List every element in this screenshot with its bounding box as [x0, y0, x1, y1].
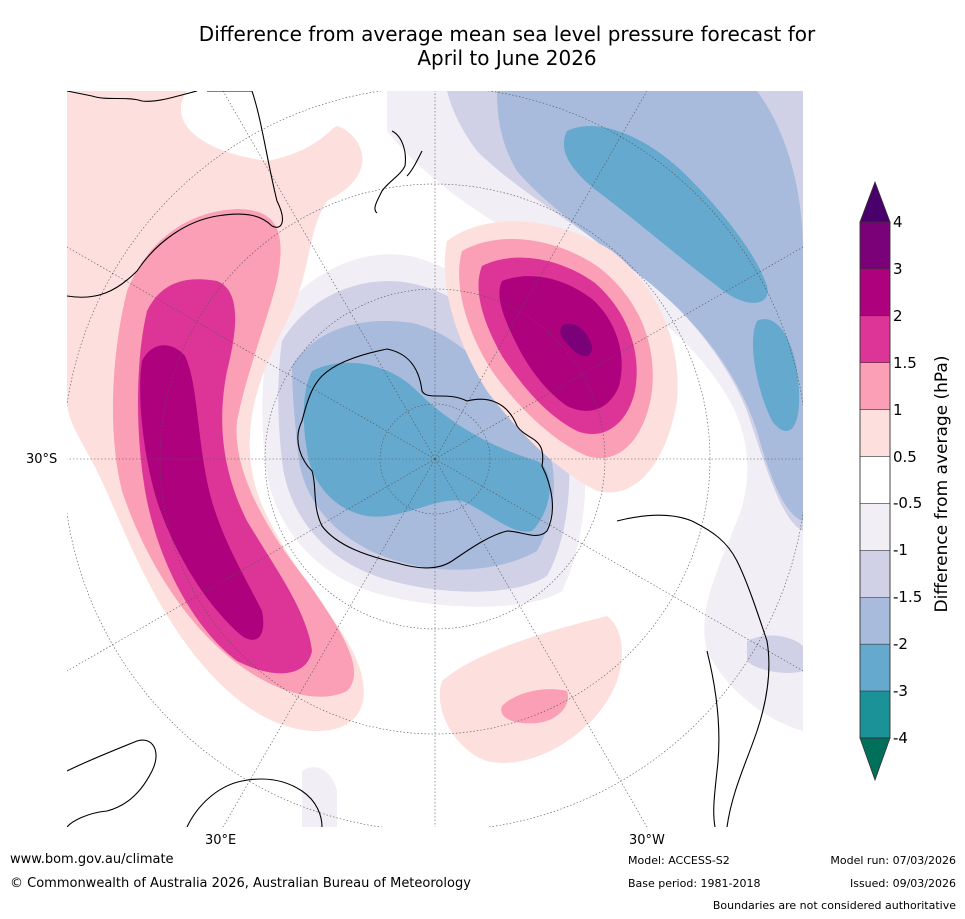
coastline-antarctica: [297, 348, 553, 569]
footer-base-period: Base period: 1981-2018: [628, 877, 761, 890]
colorbar-segment: [859, 315, 891, 363]
colorbar-tick-label: -1: [893, 541, 908, 560]
colorbar-tick-label: -4: [893, 729, 908, 747]
graticule-meridian: [222, 458, 436, 827]
anomaly-pacific-neg-1-5b: [747, 635, 803, 673]
graticule-meridian: [222, 91, 436, 460]
colorbar-tick-label: 1: [893, 400, 903, 419]
footer-url: www.bom.gov.au/climate: [10, 852, 174, 867]
pressure-anomaly-map: [67, 91, 803, 827]
chart-title: Difference from average mean sea level p…: [0, 22, 965, 70]
anomaly-southeast-neg-1: [302, 767, 337, 827]
colorbar-tick-label: -1.5: [893, 588, 923, 607]
coastlines: [67, 91, 770, 827]
graticule-meridian: [434, 458, 648, 827]
colorbar-tick-label: 3: [893, 259, 903, 278]
colorbar-segment: [859, 550, 891, 598]
colorbar-segment: [859, 643, 891, 692]
graticule: [67, 91, 803, 827]
footer-copyright: © Commonwealth of Australia 2026, Austra…: [10, 876, 471, 891]
graticule-meridian: [67, 458, 436, 672]
colorbar-segment: [859, 597, 891, 645]
graticule-meridian: [67, 246, 436, 460]
anomaly-south-pos-1: [501, 689, 568, 724]
anomaly-atlantic-pos-3: [560, 323, 593, 357]
coastline-south-america: [616, 514, 770, 827]
graticule-meridian: [434, 91, 648, 460]
colorbar-tick-label: 4: [893, 213, 903, 231]
footer-model-run: Model run: 07/03/2026: [830, 854, 956, 867]
colorbar-arrow-top: [859, 180, 891, 223]
colorbar-segment: [859, 456, 891, 504]
anomaly-pacific-neg-3b: [752, 319, 800, 431]
graticule-meridian: [434, 458, 803, 672]
coastline-australia-north: [67, 91, 198, 102]
anomaly-south-pos-0-5: [439, 616, 622, 763]
longitude-label-30e: 30°E: [205, 833, 237, 848]
colorbar-tick-label: -0.5: [893, 494, 923, 513]
coastline-africa-south: [67, 739, 157, 827]
colorbar-segment: [859, 409, 891, 457]
anomaly-antarctic-neg-3: [303, 362, 550, 532]
footer-issued: Issued: 09/03/2026: [849, 877, 956, 890]
anomaly-indian-pos-2: [140, 345, 264, 640]
coastline-australia: [67, 91, 283, 298]
colorbar-frame: [859, 221, 891, 739]
colorbar-tick-label: 2: [893, 306, 903, 325]
anomaly-pacific-neg-2: [497, 91, 803, 521]
anomaly-pacific-neg-3: [563, 126, 768, 303]
colorbar-tick-label: -2: [893, 635, 908, 654]
graticule-meridian: [434, 246, 803, 460]
colorbar-segment: [859, 362, 891, 410]
colorbar-tick-label: 1.5: [893, 353, 917, 372]
longitude-label-30w: 30°W: [629, 833, 665, 848]
colorbar-arrow-bottom: [859, 737, 891, 782]
colorbar-segment: [859, 503, 891, 551]
colorbar-segment: [859, 690, 891, 739]
coastline-south-america-west: [706, 650, 720, 827]
latitude-label-30s: 30°S: [26, 452, 58, 467]
colorbar-tick-label: -3: [893, 682, 908, 701]
title-line-1: Difference from average mean sea level p…: [198, 22, 816, 46]
anomaly-atlantic-pos-2: [499, 276, 622, 411]
coastline-new-zealand: [374, 130, 423, 214]
colorbar-segment: [859, 268, 891, 317]
colorbar: [859, 180, 891, 782]
colorbar-tick-label: 0.5: [893, 447, 917, 466]
colorbar-label: Difference from average (hPa): [932, 355, 952, 613]
title-line-2: April to June 2026: [417, 46, 597, 70]
graticule-lat-circle: [159, 183, 711, 735]
graticule-lat-circle: [379, 403, 491, 515]
footer-disclaimer: Boundaries are not considered authoritat…: [712, 899, 956, 912]
coastline-africa-southeast: [186, 778, 323, 827]
footer-model: Model: ACCESS-S2: [628, 854, 730, 867]
colorbar-segment: [859, 221, 891, 270]
graticule-lat-circle: [264, 288, 606, 630]
